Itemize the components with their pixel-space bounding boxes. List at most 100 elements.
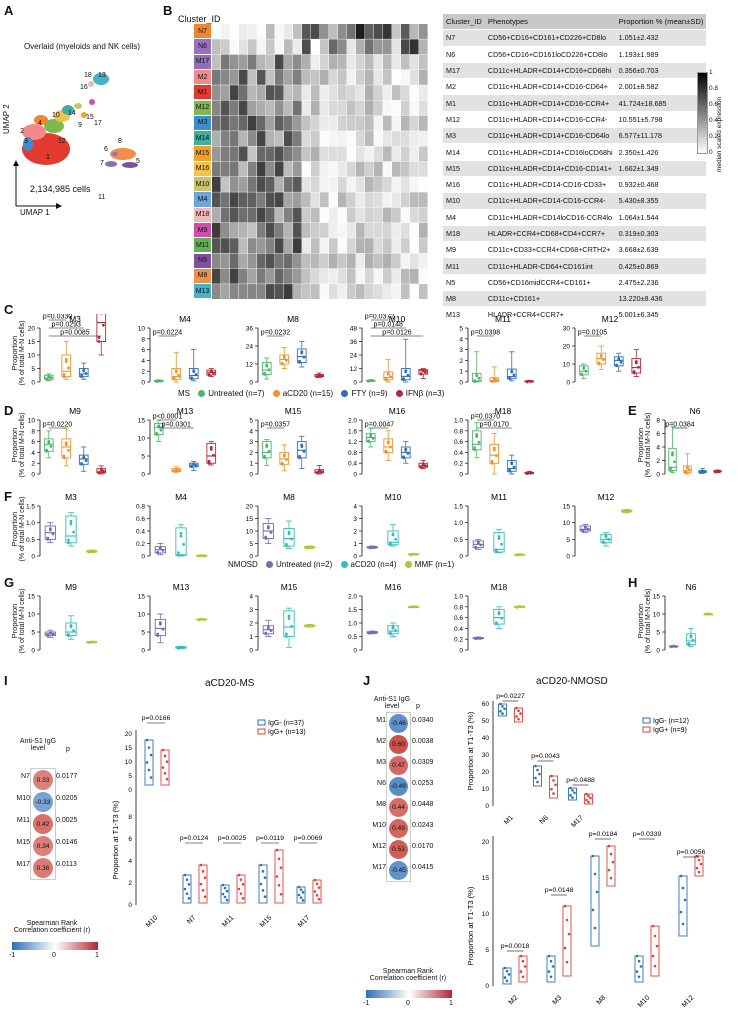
panel-j-tick-top: 50 (482, 718, 490, 725)
panel-i-point (263, 895, 267, 898)
y-axis-label: Proportion (636, 427, 645, 463)
data-point (369, 379, 373, 382)
data-point (389, 541, 392, 545)
panel-i-tick-bottom: 0 (128, 902, 132, 909)
y-tick-label: 6 (141, 347, 145, 354)
panel-letter-a: A (4, 3, 14, 18)
panel-i-point (149, 753, 153, 757)
panel-i-point (275, 875, 279, 878)
heatmap-cell (266, 146, 275, 162)
panel-j-pvalue-bottom: p=0.0056 (677, 849, 706, 856)
y-tick-label: 4 (249, 428, 253, 435)
heatmap-cell (356, 284, 365, 299)
heatmap-cell (293, 207, 302, 223)
panel-i-point (183, 887, 187, 891)
data-point (290, 537, 293, 541)
heatmap-cell (347, 54, 356, 70)
panel-letter-d: D (4, 403, 14, 418)
heatmap-cell (257, 268, 266, 284)
data-point (389, 445, 392, 449)
heatmap-cell (293, 85, 302, 101)
heatmap-cell (320, 161, 329, 177)
heatmap-cell (320, 284, 329, 299)
table-cell: CD11c+HLADR+CD14+CD16-CD141+ (484, 160, 616, 177)
data-point (687, 642, 691, 645)
heatmap-cell (284, 24, 293, 39)
umap-cluster-label: 9 (78, 122, 82, 129)
ms-legend-prefix: MS (178, 389, 190, 398)
data-point (520, 553, 524, 557)
heatmap-cell (401, 222, 410, 238)
heatmap-cell (221, 85, 230, 101)
heatmap-cell (239, 177, 248, 192)
panel-title: M12 (598, 492, 615, 502)
panel-j-pvalue-top: p=0.0227 (496, 693, 525, 700)
y-tick-label: 5 (249, 541, 253, 548)
umap-cluster-label: 18 (84, 72, 92, 79)
data-point (45, 377, 48, 381)
data-point (266, 525, 270, 528)
panel-i-point (279, 892, 283, 896)
data-point (280, 461, 284, 465)
heatmap-cell (239, 39, 248, 55)
heatmap-cell (266, 24, 275, 39)
y-tick-label: 1.5 (26, 504, 35, 511)
panel-j-tick-bottom: 10 (482, 911, 490, 918)
ms-legend-untreated: Untreated (n=7) (208, 389, 265, 398)
data-point (100, 314, 103, 315)
y-tick-label: 10 (28, 612, 36, 619)
heatmap-cell (392, 253, 401, 269)
heatmap-cell (365, 238, 374, 254)
heatmap-cell (212, 115, 221, 131)
y-tick-label: 0 (566, 380, 570, 387)
y-tick-label: 0 (249, 648, 253, 655)
data-point (72, 629, 75, 632)
panel-i-tick-top: 20 (125, 731, 133, 738)
table-cell: 2.350±1.426 (615, 143, 707, 161)
umap-cluster-label: 6 (104, 146, 108, 153)
heatmap-cell (266, 161, 275, 177)
box-body (296, 348, 307, 363)
y-tick-label: 36 (350, 339, 358, 346)
heatmap-cell (392, 24, 401, 39)
data-point (320, 470, 323, 474)
heatmap-cell (410, 54, 419, 70)
y-tick-label: 8 (31, 428, 35, 435)
y-tick-label: 0 (249, 472, 253, 479)
data-point (404, 447, 408, 451)
heatmap-cell (392, 85, 401, 101)
heatmap-cell (221, 177, 230, 192)
data-point (161, 548, 165, 552)
data-point (90, 640, 94, 644)
heatmap-cell (293, 161, 302, 177)
heatmap-cell (293, 177, 302, 192)
heatmap-cell (239, 268, 248, 284)
heatmap-cell (329, 85, 338, 101)
umap-cluster-label: 1 (46, 154, 50, 161)
y-tick-label: 6 (31, 439, 35, 446)
heatmap-cell (374, 253, 383, 269)
panel-title: M11 (491, 492, 507, 502)
heatmap-cell (347, 100, 356, 116)
box-body (261, 441, 272, 459)
panel-j-box (678, 875, 688, 937)
heatmap-cell (320, 131, 329, 146)
data-point (473, 379, 476, 383)
data-point (67, 448, 70, 452)
data-point (525, 380, 529, 384)
y-tick-label: 1 (249, 634, 253, 641)
corr-pvalue: 0.0340 (412, 717, 434, 724)
data-point (716, 469, 719, 473)
data-point (209, 447, 213, 451)
heatmap-cell (239, 253, 248, 269)
data-point (159, 379, 163, 383)
heatmap-cell (338, 54, 347, 70)
panel-j-box (546, 955, 556, 983)
heatmap-cell (239, 115, 248, 131)
corr-pvalue: 0.0243 (412, 822, 434, 829)
heatmap-cell (401, 100, 410, 116)
boxplot-svg: M12 0 5 10 15 (563, 492, 633, 561)
data-point (497, 611, 501, 614)
data-point (580, 372, 583, 376)
heatmap-cell (392, 238, 401, 254)
